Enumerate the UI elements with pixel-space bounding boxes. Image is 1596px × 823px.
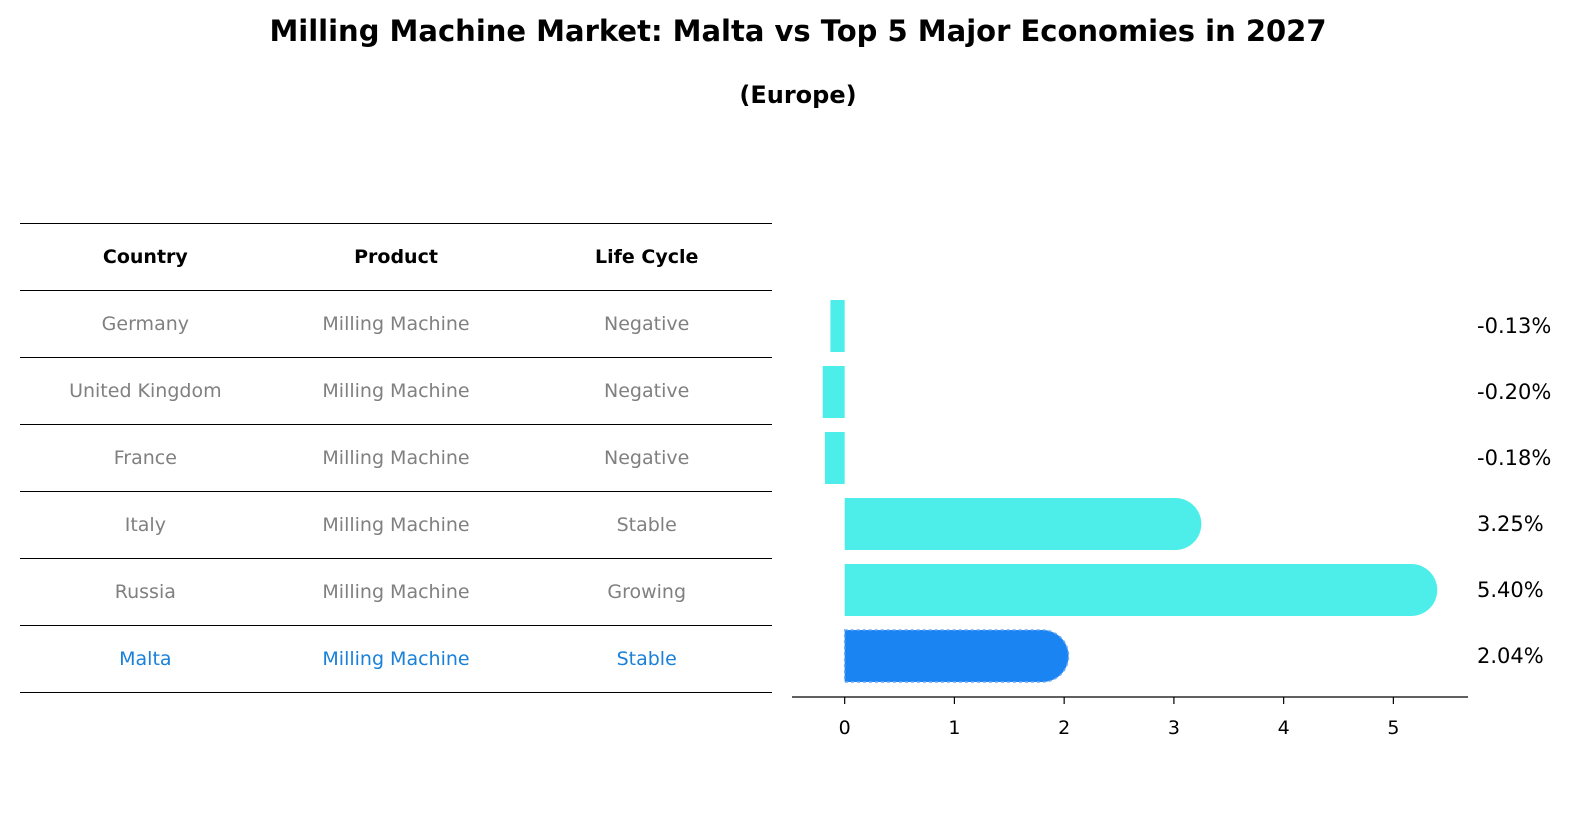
country-table: Country Product Life Cycle Germany Milli… — [20, 223, 772, 693]
bar-value-label: -0.18% — [1477, 446, 1551, 470]
life-cycle-cell: Stable — [616, 648, 677, 670]
bar-value-label: 5.40% — [1477, 578, 1544, 602]
table-row: France Milling Machine Negative — [20, 424, 772, 491]
life-cycle-cell: Growing — [607, 581, 687, 603]
table-row-highlighted: Malta Milling Machine Stable — [20, 625, 772, 693]
header-life-cycle: Life Cycle — [594, 246, 699, 268]
product-cell: Milling Machine — [322, 447, 470, 469]
x-tick-label: 5 — [1387, 717, 1399, 739]
x-tick-label: 0 — [839, 717, 851, 739]
x-tick-label: 2 — [1058, 717, 1070, 739]
table-row: Russia Milling Machine Growing — [20, 558, 772, 625]
x-tick-label: 4 — [1278, 717, 1290, 739]
bar — [830, 300, 845, 352]
x-tick-label: 1 — [948, 717, 960, 739]
life-cycle-cell: Negative — [604, 313, 690, 335]
header-product: Product — [354, 246, 438, 268]
table-row: Italy Milling Machine Stable — [20, 491, 772, 558]
country-cell: United Kingdom — [69, 380, 222, 402]
product-cell: Milling Machine — [322, 514, 470, 536]
country-cell: Malta — [119, 648, 172, 670]
country-cell: France — [113, 447, 177, 469]
product-cell: Milling Machine — [322, 380, 470, 402]
bar-value-label: 3.25% — [1477, 512, 1544, 536]
header-country: Country — [102, 246, 188, 268]
product-cell: Milling Machine — [322, 313, 470, 335]
table-row: Germany Milling Machine Negative — [20, 290, 772, 357]
life-cycle-cell: Negative — [604, 380, 690, 402]
bar — [844, 498, 1202, 550]
country-cell: Germany — [101, 313, 189, 335]
bar-value-label: 2.04% — [1477, 644, 1544, 668]
chart-title: Milling Machine Market: Malta vs Top 5 M… — [269, 14, 1327, 48]
life-cycle-cell: Stable — [616, 514, 677, 536]
bar-malta-highlighted — [843, 629, 1070, 683]
bar — [844, 564, 1438, 616]
bar-value-label: -0.20% — [1477, 380, 1551, 404]
product-cell: Milling Machine — [322, 581, 470, 603]
bar-value-label: -0.13% — [1477, 314, 1551, 338]
x-tick-label: 3 — [1168, 717, 1180, 739]
product-cell: Milling Machine — [322, 648, 470, 670]
bar — [822, 366, 845, 418]
life-cycle-cell: Negative — [604, 447, 690, 469]
chart-subtitle: (Europe) — [739, 81, 857, 109]
table-header-row: Country Product Life Cycle — [20, 223, 772, 290]
country-cell: Italy — [124, 514, 166, 536]
table-row: United Kingdom Milling Machine Negative — [20, 357, 772, 424]
bar — [824, 432, 845, 484]
country-cell: Russia — [114, 581, 176, 603]
